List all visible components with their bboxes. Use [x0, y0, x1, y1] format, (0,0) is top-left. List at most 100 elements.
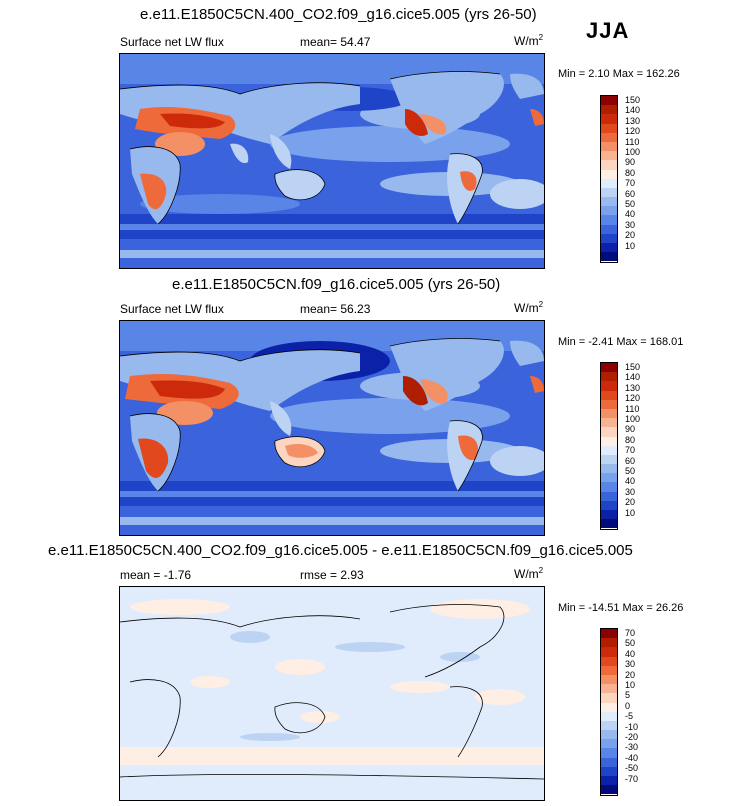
panel2-tick: 30	[625, 487, 636, 497]
panel3-tick: -40	[625, 753, 639, 763]
panel2-cbar-swatch	[601, 436, 617, 446]
panel2-title: e.e11.E1850C5CN.f09_g16.cice5.005 (yrs 2…	[172, 276, 501, 293]
panel1-cbar-swatch	[601, 114, 617, 124]
panel3-cbar-swatch	[601, 647, 617, 657]
panel3-tick: 10	[625, 680, 636, 690]
panel2-cbar-swatch	[601, 454, 617, 465]
panel1-tick: 90	[625, 157, 636, 167]
panel3-mean: mean = -1.76	[120, 568, 192, 582]
panel2-tick: 130	[625, 383, 641, 393]
panel1-tick: 80	[625, 168, 636, 178]
panel3-cbar-swatch	[601, 693, 617, 703]
panel3-minmax: Min = -14.51 Max = 26.26	[558, 602, 684, 614]
panel1-tick: 120	[625, 126, 641, 136]
panel1-title: e.e11.E1850C5CN.400_CO2.f09_g16.cice5.00…	[140, 6, 537, 23]
panel2-tick: 50	[625, 466, 636, 476]
panel2-cbar-swatch	[601, 381, 617, 391]
panel3-cbar-swatch	[601, 766, 617, 776]
panel3-cbar-swatch	[601, 702, 617, 712]
panel1-cbar-swatch	[601, 169, 617, 179]
panel1-cbar-swatch	[601, 96, 617, 106]
panel2-mean: mean= 56.23	[300, 302, 370, 316]
panel3-tick: 70	[625, 628, 636, 638]
panel3-cbar-swatch	[601, 684, 617, 694]
panel1-tick: 30	[625, 220, 636, 230]
panel2-cbar-swatch	[601, 482, 617, 492]
panel2-cbar-swatch	[601, 399, 617, 409]
panel2-cbar-swatch	[601, 519, 617, 529]
panel3-cbar-swatch	[601, 711, 617, 721]
panel3-map	[119, 586, 545, 801]
panel3-cbar-swatch	[601, 776, 617, 786]
panel2-tick: 80	[625, 435, 636, 445]
panel3-cbar-swatch	[601, 785, 617, 795]
panel2-mean-value: 56.23	[340, 302, 371, 316]
panel1-tick: 130	[625, 116, 641, 126]
panel2-cbar-swatch	[601, 390, 617, 400]
panel1-tick: 10	[625, 241, 636, 251]
panel1-units-base: W/m	[514, 34, 539, 48]
panel1-tick: 20	[625, 230, 636, 240]
panel2-cbar-swatch	[601, 473, 617, 483]
panel3-tick: 30	[625, 659, 636, 669]
panel2-tick: 120	[625, 393, 641, 403]
panel2-cbar-swatch	[601, 408, 617, 419]
panel3-cbar-swatch	[601, 674, 617, 685]
panel2-minmax: Min = -2.41 Max = 168.01	[558, 336, 684, 348]
panel3-cbar-swatch	[601, 638, 617, 648]
panel3-tick: 50	[625, 638, 636, 648]
panel3-tick: 0	[625, 701, 631, 711]
panel3-tick: 20	[625, 670, 636, 680]
panel2-cbar-swatch	[601, 427, 617, 437]
panel1-cbar-swatch	[601, 243, 617, 253]
panel3-units: W/m2	[514, 566, 543, 581]
panel3-tick: -10	[625, 722, 639, 732]
panel3-tick: -50	[625, 763, 639, 773]
panel1-cbar-swatch	[601, 252, 617, 262]
panel1-cbar-swatch	[601, 187, 617, 198]
panel1-cbar-swatch	[601, 160, 617, 170]
panel3-cbar-swatch	[601, 730, 617, 740]
panel3-cbar-swatch	[601, 665, 617, 675]
panel2-units-exp: 2	[538, 300, 544, 309]
panel3-tick: -5	[625, 711, 634, 721]
panel3-cbar-swatch	[601, 656, 617, 666]
panel3-cbar-swatch	[601, 629, 617, 639]
panel2-cbar-swatch	[601, 418, 617, 428]
panel3-tick: -70	[625, 774, 639, 784]
panel1-tick: 40	[625, 209, 636, 219]
panel3-cbar-swatch	[601, 739, 617, 749]
panel1-map	[119, 53, 545, 269]
panel1-mean-label: mean=	[300, 35, 338, 49]
panel1-cbar-swatch	[601, 132, 617, 142]
panel2-tick: 140	[625, 372, 641, 382]
panel3-units-exp: 2	[538, 566, 544, 575]
panel2-tick: 20	[625, 497, 636, 507]
panel1-cbar-swatch	[601, 178, 617, 188]
panel2-cbar-swatch	[601, 500, 617, 510]
panel1-units-exp: 2	[538, 33, 544, 42]
panel1-cbar-swatch	[601, 197, 617, 207]
panel2-tick: 60	[625, 456, 636, 466]
panel3-colorbar	[600, 628, 618, 796]
panel2-tick: 100	[625, 414, 641, 424]
panel1-tick: 150	[625, 95, 641, 105]
panel1-tick: 50	[625, 199, 636, 209]
panel2-tick: 40	[625, 476, 636, 486]
panel2-variable-label: Surface net LW flux	[120, 302, 224, 316]
panel1-mean-value: 54.47	[340, 35, 371, 49]
panel1-cbar-swatch	[601, 123, 617, 133]
panel3-tick: 40	[625, 649, 636, 659]
panel3-title: e.e11.E1850C5CN.400_CO2.f09_g16.cice5.00…	[48, 542, 633, 559]
panel3-units-base: W/m	[514, 567, 539, 581]
panel1-cbar-swatch	[601, 105, 617, 115]
panel2-tick: 110	[625, 404, 640, 414]
panel3-cbar-swatch	[601, 720, 617, 731]
panel1-cbar-swatch	[601, 141, 617, 152]
panel2-tick: 10	[625, 508, 636, 518]
panel2-mean-label: mean=	[300, 302, 338, 316]
panel1-cbar-swatch	[601, 151, 617, 161]
panel1-cbar-swatch	[601, 206, 617, 216]
panel1-tick: 70	[625, 178, 636, 188]
panel1-colorbar	[600, 95, 618, 263]
